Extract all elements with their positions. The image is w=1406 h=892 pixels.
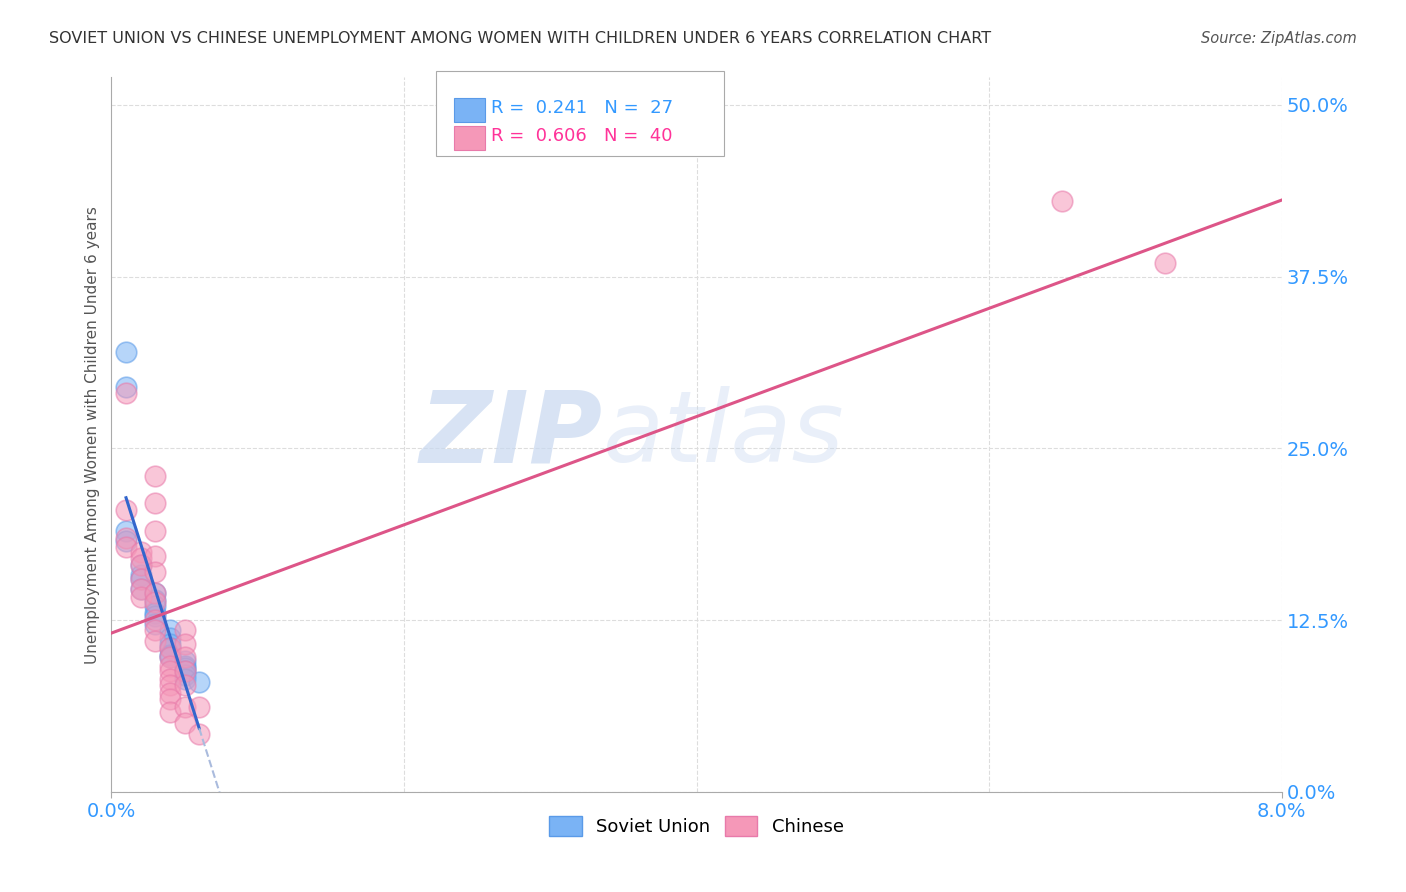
Point — [115, 379, 138, 393]
Text: SOVIET UNION VS CHINESE UNEMPLOYMENT AMONG WOMEN WITH CHILDREN UNDER 6 YEARS COR: SOVIET UNION VS CHINESE UNEMPLOYMENT AMO… — [49, 31, 991, 46]
Point — [129, 544, 152, 558]
Point — [173, 664, 195, 678]
Point — [159, 631, 181, 645]
Point — [143, 609, 166, 624]
Point — [159, 650, 181, 665]
Point — [188, 699, 211, 714]
Point — [143, 469, 166, 483]
Point — [129, 590, 152, 604]
Point — [159, 650, 181, 665]
Point — [129, 582, 152, 596]
Point — [173, 658, 195, 673]
Point — [129, 572, 152, 586]
Point — [159, 658, 181, 673]
Point — [1052, 194, 1074, 208]
Point — [129, 558, 152, 573]
Point — [159, 636, 181, 650]
Point — [115, 533, 138, 548]
Point — [129, 572, 152, 586]
Point — [143, 599, 166, 614]
Point — [173, 664, 195, 678]
Point — [173, 716, 195, 731]
Point — [115, 503, 138, 517]
Point — [129, 582, 152, 596]
Text: R =  0.241   N =  27: R = 0.241 N = 27 — [491, 99, 673, 117]
Point — [173, 673, 195, 687]
Point — [143, 633, 166, 648]
Point — [159, 678, 181, 692]
Legend: Soviet Union, Chinese: Soviet Union, Chinese — [543, 808, 851, 844]
Point — [129, 558, 152, 573]
Point — [173, 655, 195, 669]
Point — [143, 496, 166, 510]
Point — [159, 691, 181, 706]
Point — [143, 623, 166, 637]
Point — [188, 727, 211, 741]
Point — [173, 699, 195, 714]
Point — [143, 607, 166, 621]
Point — [115, 524, 138, 538]
Point — [159, 648, 181, 662]
Point — [115, 386, 138, 401]
Point — [143, 613, 166, 627]
Point — [173, 636, 195, 650]
Point — [173, 650, 195, 665]
Point — [159, 673, 181, 687]
Point — [159, 664, 181, 678]
Point — [159, 706, 181, 720]
Text: atlas: atlas — [603, 386, 845, 483]
Point — [143, 617, 166, 632]
Point — [143, 585, 166, 599]
Point — [188, 675, 211, 690]
Point — [159, 686, 181, 700]
Point — [115, 345, 138, 359]
Point — [159, 640, 181, 655]
Point — [173, 661, 195, 675]
Point — [115, 541, 138, 555]
Point — [143, 565, 166, 579]
Point — [129, 551, 152, 566]
Point — [143, 595, 166, 609]
Point — [143, 592, 166, 607]
Y-axis label: Unemployment Among Women with Children Under 6 years: Unemployment Among Women with Children U… — [86, 206, 100, 664]
Point — [129, 567, 152, 582]
Text: R =  0.606   N =  40: R = 0.606 N = 40 — [491, 127, 672, 145]
Text: Source: ZipAtlas.com: Source: ZipAtlas.com — [1201, 31, 1357, 46]
Point — [1153, 256, 1175, 270]
Point — [159, 640, 181, 655]
Text: ZIP: ZIP — [420, 386, 603, 483]
Point — [115, 531, 138, 545]
Point — [173, 678, 195, 692]
Point — [143, 524, 166, 538]
Point — [159, 623, 181, 637]
Point — [173, 623, 195, 637]
Point — [173, 668, 195, 682]
Point — [143, 549, 166, 563]
Point — [143, 585, 166, 599]
